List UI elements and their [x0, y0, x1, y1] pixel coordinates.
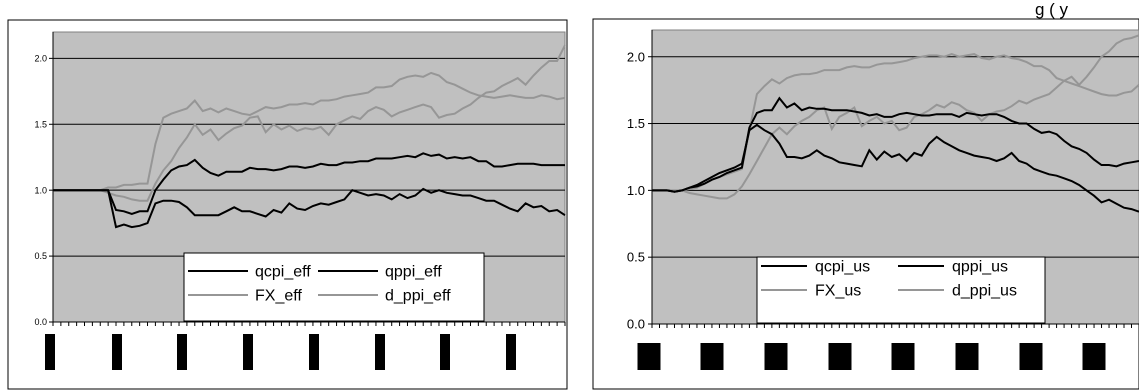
y-tick-label: 1.0 — [627, 183, 645, 198]
y-tick-label: 2.0 — [627, 49, 645, 64]
chart-left-caption: g — [0, 0, 1, 1]
y-tick-label: 1.5 — [34, 119, 47, 129]
series-line-FX-us — [652, 53, 1139, 192]
legend-label: qppi_us — [952, 259, 1008, 276]
chart-left: 0.0 0.5 1.0 1.5 2.0 qcpi_eff qppi_eff FX_eff d_p… — [7, 19, 568, 390]
legend-label: FX_us — [815, 283, 861, 300]
series-line-qppi-us — [652, 123, 1139, 213]
y-tick-label: 1.5 — [627, 116, 645, 131]
legend-label: qcpi_eff — [255, 264, 311, 281]
x-label-block — [440, 334, 450, 370]
legend-label: qppi_eff — [385, 264, 442, 281]
y-tick-label: 1.0 — [34, 185, 47, 195]
series-line-qcpi-us — [652, 96, 1139, 193]
x-label-block — [243, 334, 253, 370]
x-label-block — [506, 334, 516, 370]
x-label-block — [177, 334, 187, 370]
y-tick-label: 2.0 — [34, 54, 47, 64]
y-tick-label: 0.5 — [34, 251, 47, 261]
legend-label: d_ppi_eff — [385, 288, 451, 305]
x-label-block — [45, 334, 55, 370]
series-line-qppi-eff — [53, 187, 566, 229]
y-tick-label: 0.0 — [627, 317, 645, 332]
x-label-block — [1019, 343, 1043, 370]
y-tick-label: 0.5 — [627, 250, 645, 265]
x-label-block — [700, 343, 724, 370]
legend-box — [183, 252, 485, 322]
series-line-d-ppi-eff — [53, 44, 566, 202]
legend-label: FX_eff — [255, 288, 302, 305]
chart-right: 0.0 0.5 1.0 1.5 2.0 qcpi_us qppi_us FX_us d_ppi_… — [592, 18, 1139, 390]
x-label-block — [891, 343, 915, 370]
x-label-block — [1082, 343, 1106, 370]
x-label-block — [637, 343, 661, 370]
x-label-block — [309, 334, 319, 370]
series-line-d-ppi-us — [652, 34, 1139, 200]
x-label-block — [955, 343, 979, 370]
x-label-block — [764, 343, 788, 370]
x-label-block — [112, 334, 122, 370]
series-line-qcpi-eff — [53, 152, 565, 215]
series-line-FX-eff — [53, 71, 566, 192]
y-tick-label: 0.0 — [34, 317, 47, 327]
x-label-block — [375, 334, 385, 370]
chart-right-caption: g ( y — [1035, 0, 1069, 19]
legend-label: d_ppi_us — [952, 283, 1017, 300]
x-label-block — [828, 343, 852, 370]
legend-label: qcpi_us — [815, 259, 870, 276]
